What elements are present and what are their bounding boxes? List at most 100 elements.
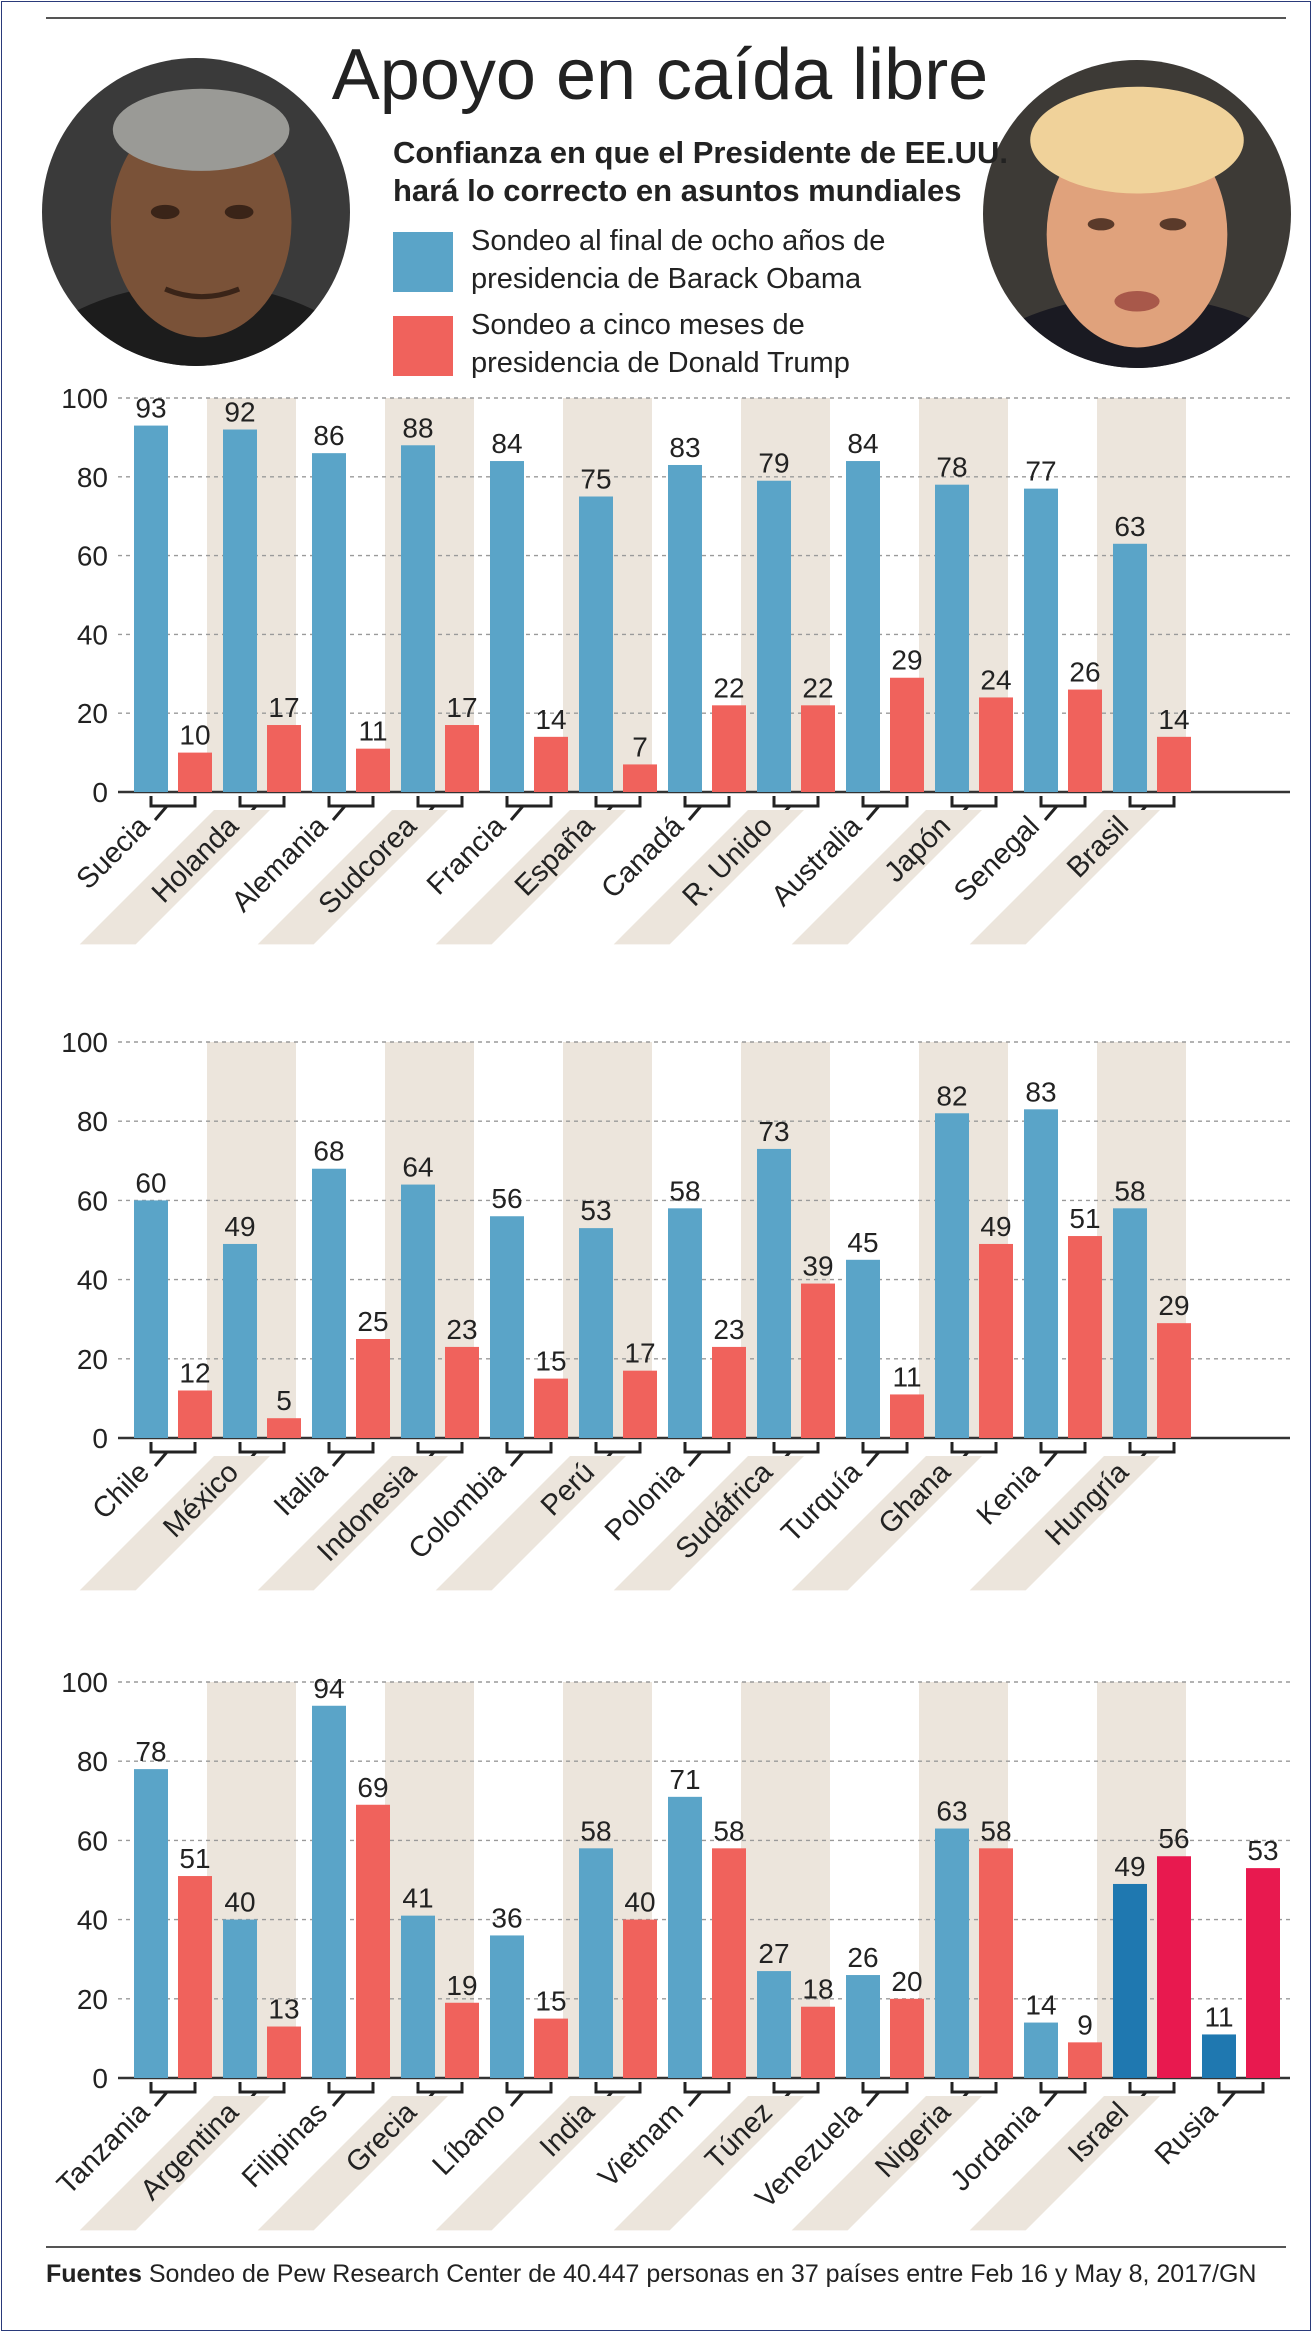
data-label-trump: 17	[268, 692, 299, 723]
category-bracket	[950, 1442, 998, 1454]
chart-panel-1: 0 20 40 60 80 100 93 10 Suecia 92 17 Holanda 86 11 Ale…	[0, 380, 1314, 980]
label-band	[79, 2096, 270, 2231]
country-label: España	[509, 810, 602, 903]
y-tick-label: 100	[61, 383, 108, 414]
category-bracket	[416, 796, 464, 808]
category-bracket	[416, 2082, 464, 2094]
bar-trump	[712, 1848, 746, 2078]
data-label-trump: 12	[179, 1357, 210, 1388]
data-label-obama: 58	[669, 1175, 700, 1206]
data-label-obama: 88	[402, 412, 433, 443]
data-label-obama: 64	[402, 1152, 433, 1183]
bar-chart-3: 0204060801007851Tanzania4013Argentina946…	[51, 1667, 1290, 2231]
data-label-obama: 77	[1025, 456, 1056, 487]
category-pointer	[1043, 805, 1059, 821]
country-label: Sudcorea	[313, 810, 424, 921]
category-pointer	[153, 805, 169, 821]
category-bracket	[772, 2082, 820, 2094]
bar-obama	[579, 1848, 613, 2078]
category-bracket	[1039, 796, 1087, 808]
top-rule	[46, 17, 1286, 19]
bar-trump	[1157, 1856, 1191, 2078]
bar-obama	[490, 1935, 524, 2078]
data-label-trump: 25	[357, 1306, 388, 1337]
bar-obama	[846, 1259, 880, 1438]
country-label: Indonesia	[311, 1456, 423, 1568]
data-label-trump: 51	[1069, 1203, 1100, 1234]
data-label-trump: 39	[802, 1251, 833, 1282]
data-label-obama: 60	[135, 1167, 166, 1198]
category-pointer	[865, 2091, 881, 2107]
bar-trump	[445, 1346, 479, 1438]
data-label-obama: 82	[936, 1080, 967, 1111]
legend-item-obama: Sondeo al final de ocho años de presiden…	[393, 222, 953, 302]
y-tick-label: 20	[77, 1984, 108, 2015]
data-label-obama: 58	[580, 1815, 611, 1846]
data-label-obama: 83	[1025, 1076, 1056, 1107]
category-pointer	[1221, 2091, 1237, 2107]
bar-trump	[623, 764, 657, 792]
label-band	[257, 2096, 448, 2231]
data-label-obama: 40	[224, 1887, 255, 1918]
bar-trump	[267, 725, 301, 792]
data-label-trump: 17	[446, 692, 477, 723]
label-band	[435, 1456, 626, 1591]
bar-obama	[935, 1113, 969, 1438]
category-bracket	[238, 796, 286, 808]
bar-obama	[1113, 1208, 1147, 1438]
bar-obama	[757, 480, 791, 792]
category-bracket	[149, 796, 197, 808]
category-pointer	[509, 1451, 525, 1467]
data-label-trump: 26	[1069, 657, 1100, 688]
category-pointer	[687, 2091, 703, 2107]
bar-trump	[1068, 1236, 1102, 1438]
bar-trump	[534, 736, 568, 792]
bar-trump	[801, 2006, 835, 2078]
page-title: Apoyo en caída libre	[331, 35, 989, 115]
y-tick-label: 60	[77, 541, 108, 572]
category-bracket	[327, 2082, 375, 2094]
data-label-trump: 29	[1158, 1290, 1189, 1321]
y-tick-label: 100	[61, 1027, 108, 1058]
category-pointer	[687, 805, 703, 821]
data-label-obama: 14	[1025, 1990, 1056, 2021]
legend-text-trump: Sondeo a cinco meses de presidencia de D…	[471, 306, 971, 382]
bar-trump	[178, 1876, 212, 2078]
data-label-trump: 51	[179, 1843, 210, 1874]
bar-obama	[668, 1796, 702, 2078]
category-bracket	[683, 1442, 731, 1454]
data-label-obama: 73	[758, 1116, 789, 1147]
data-label-obama: 53	[580, 1195, 611, 1226]
bar-obama	[668, 464, 702, 792]
legend-trump-line-2: presidencia de Donald Trump	[471, 347, 850, 379]
data-label-obama: 92	[224, 397, 255, 428]
category-bracket	[416, 1442, 464, 1454]
bar-obama	[1024, 1109, 1058, 1438]
data-label-obama: 86	[313, 420, 344, 451]
data-label-obama: 93	[135, 393, 166, 424]
bar-obama	[312, 1705, 346, 2078]
bar-trump	[979, 1848, 1013, 2078]
data-label-trump: 23	[446, 1314, 477, 1345]
category-bracket	[772, 1442, 820, 1454]
data-label-trump: 22	[802, 672, 833, 703]
legend-trump-line-1: Sondeo a cinco meses de	[471, 309, 805, 341]
data-label-obama: 26	[847, 1942, 878, 1973]
legend-swatch-obama	[393, 232, 453, 292]
data-label-obama: 79	[758, 448, 789, 479]
data-label-obama: 63	[1114, 511, 1145, 542]
data-label-trump: 7	[632, 731, 648, 762]
category-bracket	[1128, 796, 1176, 808]
data-label-obama: 58	[1114, 1175, 1145, 1206]
chart-panel-2: 0 20 40 60 80 100 60 12 Chile 49 5 México 68 25 Italia…	[0, 1020, 1314, 1620]
label-band	[613, 810, 804, 945]
y-tick-label: 20	[77, 698, 108, 729]
bar-trump	[712, 1346, 746, 1438]
data-label-trump: 18	[802, 1974, 833, 2005]
bar-trump	[356, 1804, 390, 2078]
label-band	[257, 1456, 448, 1591]
bar-obama	[757, 1971, 791, 2078]
category-bracket	[1217, 2082, 1265, 2094]
data-label-trump: 11	[358, 716, 387, 747]
bar-obama	[223, 429, 257, 792]
